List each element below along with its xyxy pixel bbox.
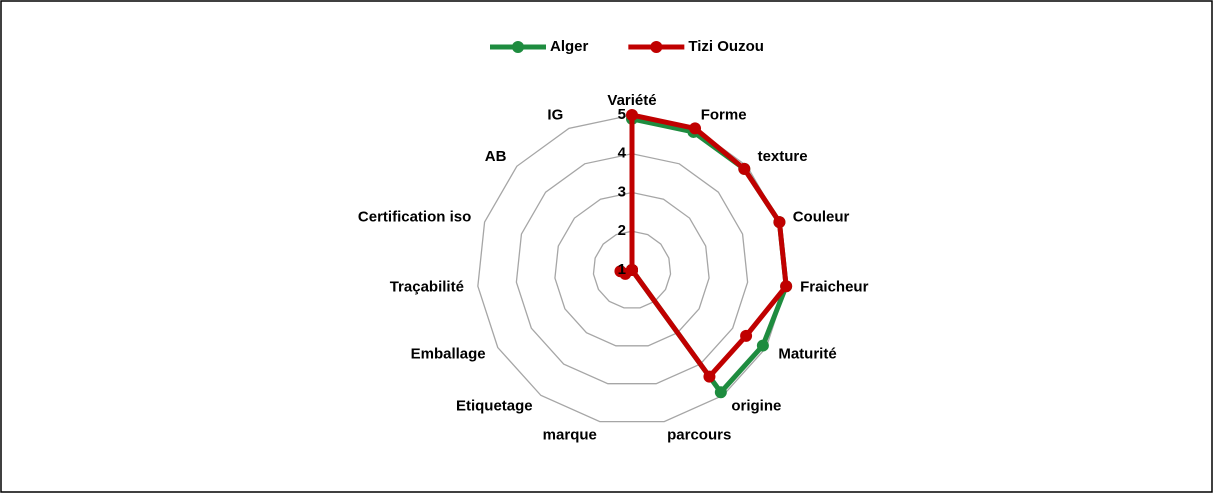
y-tick-label: 3 (618, 183, 626, 200)
y-tick-label: 1 (618, 261, 626, 278)
legend-marker (512, 41, 524, 53)
category-label: Couleur (793, 209, 850, 226)
category-label: marque (543, 426, 597, 443)
y-tick-label: 4 (618, 145, 627, 162)
legend-label: Tizi Ouzou (688, 38, 764, 55)
grid-ring (554, 191, 710, 347)
data-point (773, 216, 786, 229)
grid-ring (515, 153, 749, 385)
data-point (738, 162, 751, 175)
category-label: parcours (667, 426, 731, 443)
data-point (626, 109, 638, 121)
category-label: Maturité (778, 345, 836, 362)
data-point (689, 122, 702, 135)
data-point (626, 264, 638, 276)
category-label: Etiquetage (456, 398, 533, 415)
category-label: AB (485, 148, 507, 165)
category-label: Traçabilité (390, 279, 464, 296)
data-point (714, 386, 727, 399)
legend-label: Alger (550, 38, 589, 55)
data-point (703, 370, 716, 383)
category-label: Variété (607, 92, 656, 109)
category-label: Forme (701, 107, 747, 124)
data-point (756, 339, 769, 352)
data-point (740, 329, 753, 342)
category-label: Fraicheur (800, 279, 869, 296)
category-label: Emballage (411, 345, 486, 362)
category-label: IG (547, 107, 563, 124)
grid-ring (592, 230, 672, 309)
category-label: origine (731, 398, 781, 415)
y-tick-label: 2 (618, 222, 626, 239)
data-point (614, 265, 627, 278)
category-label: texture (758, 148, 808, 165)
y-tick-label: 5 (618, 106, 626, 123)
legend-marker (650, 41, 663, 53)
category-label: Certification iso (358, 209, 471, 226)
data-point (780, 280, 793, 293)
